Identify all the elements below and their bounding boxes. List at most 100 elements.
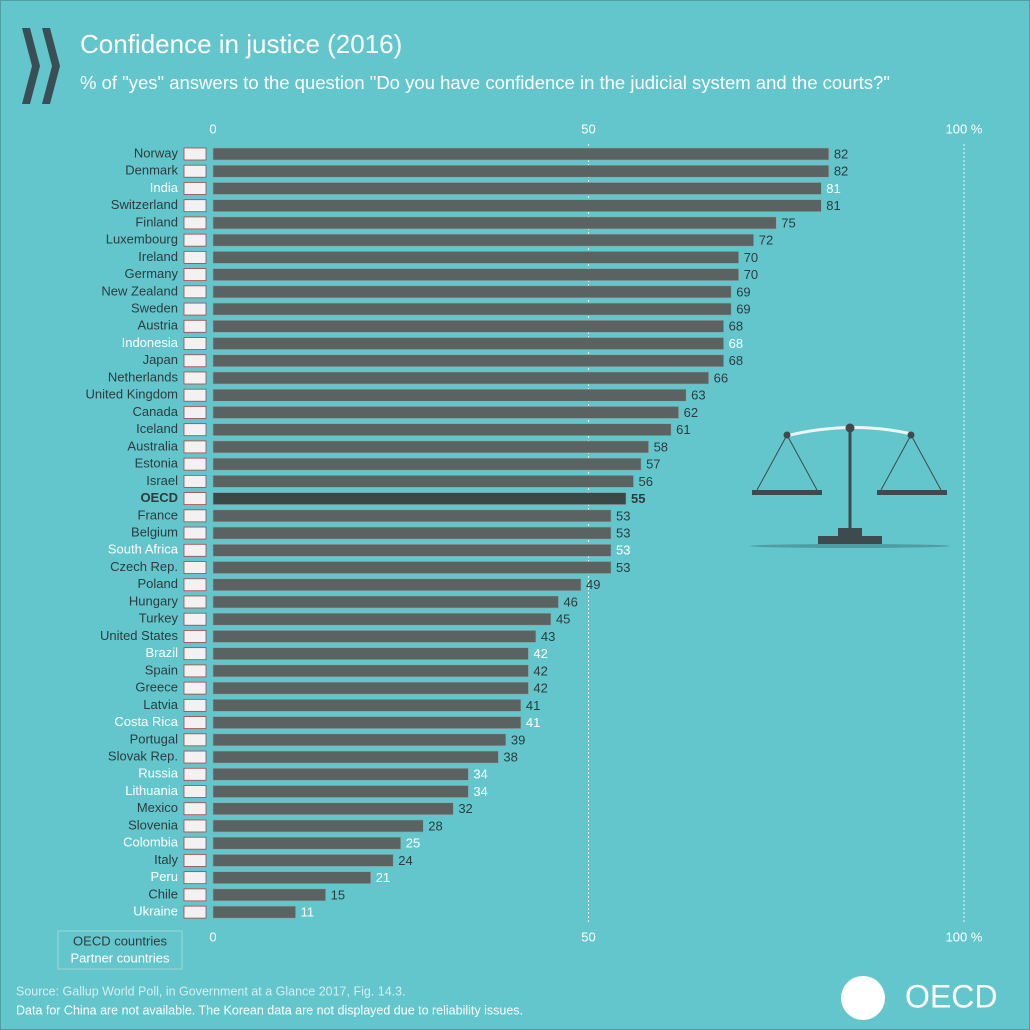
flag-icon [183, 733, 207, 747]
footnote: Data for China are not available. The Ko… [16, 1003, 523, 1017]
y-tick-label: Austria [138, 318, 179, 333]
flag-icon [183, 767, 207, 781]
y-tick-label: Slovak Rep. [108, 748, 178, 763]
flag-icon [183, 802, 207, 816]
bar [212, 526, 612, 540]
flag-icon [183, 164, 207, 178]
bar [212, 285, 732, 299]
value-label: 34 [473, 767, 487, 782]
chart-title: Confidence in justice (2016) [80, 29, 402, 59]
y-tick-label: New Zealand [101, 283, 178, 298]
bar [212, 406, 679, 419]
y-tick-label: Australia [127, 438, 178, 453]
y-tick-label: United States [100, 628, 179, 643]
flag-icon [183, 888, 207, 902]
bar [212, 319, 724, 333]
value-label: 53 [616, 543, 630, 558]
value-label: 43 [541, 629, 555, 644]
flag-icon [183, 681, 207, 695]
flag-icon [183, 285, 207, 299]
flag-icon [183, 423, 207, 437]
y-tick-label: Colombia [123, 835, 179, 850]
y-tick-label: Slovenia [128, 817, 179, 832]
x-tick-label: 50 [581, 929, 595, 944]
x-tick-label: 100 % [946, 929, 983, 944]
flag-icon [183, 199, 207, 213]
flag-icon [183, 216, 207, 230]
flag-icon [183, 612, 207, 626]
legend-label: Partner countries [71, 950, 170, 965]
flag-icon [183, 474, 207, 488]
flag-icon [183, 268, 207, 282]
source-note: Source: Gallup World Poll, in Government… [16, 984, 406, 998]
value-label: 56 [639, 474, 653, 489]
value-label: 28 [428, 818, 442, 833]
value-label: 70 [744, 250, 758, 265]
oecd-logo-text: OECD [905, 978, 997, 1014]
value-label: 46 [563, 594, 577, 609]
flag-icon [183, 595, 207, 609]
bar [212, 147, 830, 161]
y-tick-label: Denmark [125, 163, 178, 178]
bar [212, 371, 709, 385]
x-tick-label: 0 [209, 121, 216, 136]
y-tick-label: Spain [145, 662, 178, 677]
value-label: 72 [759, 233, 773, 248]
flag-icon [183, 854, 207, 867]
y-tick-label: Japan [143, 352, 178, 367]
y-tick-label: Estonia [135, 456, 179, 471]
value-label: 42 [533, 681, 547, 696]
legend-label: OECD countries [73, 933, 167, 948]
bar [212, 733, 507, 747]
bar [212, 388, 687, 402]
flag-icon [183, 509, 207, 523]
y-tick-label: Israel [146, 473, 178, 488]
value-label: 66 [714, 370, 728, 385]
bar [212, 819, 424, 833]
flag-icon [183, 388, 207, 402]
value-label: 63 [691, 388, 705, 403]
flag-icon [183, 182, 207, 195]
flag-icon [183, 354, 207, 368]
flag-icon [183, 836, 207, 850]
oecd-logo-globe [841, 976, 885, 1020]
value-label: 68 [729, 353, 743, 368]
x-tick-label: 100 % [946, 121, 983, 136]
bar [212, 251, 740, 264]
value-label: 61 [676, 422, 690, 437]
flag-icon [183, 578, 207, 592]
bar [212, 543, 612, 557]
y-tick-label: Peru [151, 869, 178, 884]
value-label: 25 [406, 836, 420, 851]
bar [212, 337, 724, 350]
chart-subtitle: % of "yes" answers to the question "Do y… [80, 72, 890, 93]
value-label: 75 [781, 215, 795, 230]
flag-icon [183, 819, 207, 833]
y-tick-label: Italy [154, 852, 178, 867]
value-label: 69 [736, 284, 750, 299]
y-tick-label: Finland [135, 214, 178, 229]
y-tick-label: Sweden [131, 301, 178, 316]
value-label: 15 [331, 887, 345, 902]
y-tick-label: South Africa [108, 542, 179, 557]
bar [212, 767, 469, 781]
bar [212, 871, 372, 884]
bar [212, 905, 296, 919]
bar [212, 888, 326, 902]
flag-icon [183, 647, 207, 661]
value-label: 42 [533, 663, 547, 678]
bar [212, 423, 672, 436]
flag-icon [183, 526, 207, 540]
value-label: 55 [631, 491, 645, 506]
value-label: 32 [458, 801, 472, 816]
y-tick-label: Turkey [139, 611, 179, 626]
value-label: 68 [729, 336, 743, 351]
flag-icon [183, 905, 207, 919]
value-label: 49 [586, 577, 600, 592]
y-tick-label: OECD [140, 490, 178, 505]
value-label: 81 [826, 181, 840, 196]
value-label: 81 [826, 198, 840, 213]
bar [212, 509, 612, 523]
flag-icon [183, 233, 207, 247]
value-label: 39 [511, 732, 525, 747]
